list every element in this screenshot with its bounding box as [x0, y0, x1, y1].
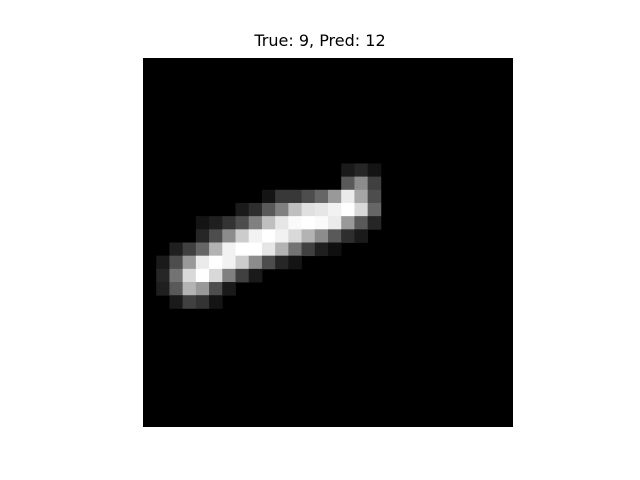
image-pixel	[222, 268, 236, 283]
image-pixel	[261, 255, 276, 270]
image-pixel	[301, 229, 316, 243]
image-pixel	[367, 216, 382, 230]
image-pixel	[195, 268, 210, 283]
image-pixel	[314, 189, 329, 204]
image-pixel	[354, 189, 369, 204]
image-pixel	[341, 229, 355, 243]
image-pixel	[209, 295, 223, 309]
image-pixel	[222, 216, 236, 230]
image-pixel	[341, 202, 355, 217]
image-pixel	[301, 242, 316, 257]
image-pixel	[235, 202, 250, 217]
image-pixel	[341, 176, 355, 191]
image-pixel	[367, 176, 382, 191]
image-pixel	[275, 242, 289, 257]
image-pixel	[195, 295, 210, 309]
image-pixel	[301, 202, 316, 217]
image-pixel	[209, 255, 223, 270]
image-pixel	[248, 229, 263, 243]
image-pixel	[169, 268, 184, 283]
image-pixel	[195, 242, 210, 257]
image-pixel	[367, 202, 382, 217]
image-pixel	[328, 229, 342, 243]
image-pixel	[209, 216, 223, 230]
figure-title: True: 9, Pred: 12	[254, 31, 386, 50]
image-pixel	[209, 268, 223, 283]
image-pixel	[248, 255, 263, 270]
image-pixel	[261, 229, 276, 243]
image-pixel	[182, 282, 197, 296]
image-pixel	[248, 202, 263, 217]
image-pixel	[169, 255, 184, 270]
image-pixel	[235, 242, 250, 257]
image-pixel	[209, 229, 223, 243]
image-pixel	[248, 268, 263, 283]
image-pixel	[288, 216, 302, 230]
image-pixel	[235, 268, 250, 283]
image-panel	[143, 58, 513, 427]
image-pixel	[367, 189, 382, 204]
image-pixel	[195, 216, 210, 230]
image-pixel	[235, 255, 250, 270]
image-pixel	[261, 202, 276, 217]
image-pixel	[314, 242, 329, 257]
image-pixel	[248, 242, 263, 257]
image-pixel	[367, 163, 382, 178]
image-pixel	[222, 229, 236, 243]
image-pixel	[354, 202, 369, 217]
image-pixel	[314, 202, 329, 217]
image-pixel	[328, 202, 342, 217]
image-pixel	[169, 242, 184, 257]
image-pixel	[156, 268, 170, 283]
image-pixel	[314, 229, 329, 243]
image-pixel	[288, 242, 302, 257]
image-pixel	[235, 229, 250, 243]
image-pixel	[275, 202, 289, 217]
image-pixel	[169, 282, 184, 296]
image-pixel	[195, 229, 210, 243]
image-pixel	[354, 229, 369, 243]
image-pixel	[301, 189, 316, 204]
image-pixel	[261, 216, 276, 230]
image-pixel	[341, 189, 355, 204]
image-pixel	[235, 216, 250, 230]
image-pixel	[261, 189, 276, 204]
image-pixel	[195, 282, 210, 296]
image-pixel	[248, 216, 263, 230]
image-pixel	[354, 216, 369, 230]
image-pixel	[288, 229, 302, 243]
image-pixel	[169, 295, 184, 309]
image-pixel	[182, 295, 197, 309]
image-pixel	[222, 282, 236, 296]
image-pixel	[222, 242, 236, 257]
image-pixel	[328, 242, 342, 257]
image-pixel	[354, 176, 369, 191]
image-pixel	[156, 255, 170, 270]
image-pixel	[156, 282, 170, 296]
image-pixel	[275, 216, 289, 230]
image-pixel	[301, 216, 316, 230]
image-pixel	[261, 242, 276, 257]
image-pixel	[182, 242, 197, 257]
image-pixel	[328, 189, 342, 204]
image-pixel	[341, 216, 355, 230]
image-pixel	[275, 189, 289, 204]
image-pixel	[354, 163, 369, 178]
image-pixel	[288, 189, 302, 204]
image-pixel	[314, 216, 329, 230]
image-pixel	[182, 255, 197, 270]
image-pixel	[288, 255, 302, 270]
image-pixel	[328, 216, 342, 230]
digit-image	[143, 58, 513, 427]
image-pixel	[195, 255, 210, 270]
image-pixel	[209, 282, 223, 296]
image-pixel	[275, 255, 289, 270]
image-pixel	[288, 202, 302, 217]
image-pixel	[209, 242, 223, 257]
image-pixel	[222, 255, 236, 270]
image-pixel	[275, 229, 289, 243]
image-pixel	[341, 163, 355, 178]
image-pixel	[182, 268, 197, 283]
